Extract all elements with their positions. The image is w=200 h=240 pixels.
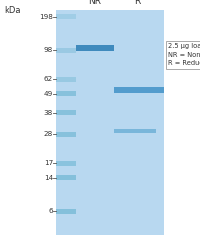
- Bar: [56, 14, 76, 19]
- Text: R: R: [134, 0, 140, 6]
- Bar: [76, 45, 114, 51]
- Bar: [56, 110, 76, 115]
- Text: 14: 14: [44, 175, 53, 180]
- Bar: [56, 209, 76, 214]
- Text: 98: 98: [44, 47, 53, 53]
- Text: NR: NR: [88, 0, 102, 6]
- Bar: [56, 132, 76, 137]
- Bar: [56, 77, 76, 82]
- Text: kDa: kDa: [4, 6, 21, 15]
- Text: 17: 17: [44, 160, 53, 166]
- Text: 198: 198: [39, 14, 53, 20]
- Text: 49: 49: [44, 90, 53, 96]
- Text: 38: 38: [44, 110, 53, 116]
- Bar: [114, 87, 164, 93]
- Bar: [56, 91, 76, 96]
- Bar: [114, 129, 156, 133]
- Text: 62: 62: [44, 76, 53, 82]
- Bar: [56, 175, 76, 180]
- Text: 28: 28: [44, 132, 53, 137]
- Bar: [56, 161, 76, 166]
- Bar: [56, 10, 164, 235]
- Bar: [56, 48, 76, 53]
- Text: 6: 6: [48, 208, 53, 214]
- Text: 2.5 μg loading
NR = Non-reduced
R = Reduced: 2.5 μg loading NR = Non-reduced R = Redu…: [168, 43, 200, 66]
